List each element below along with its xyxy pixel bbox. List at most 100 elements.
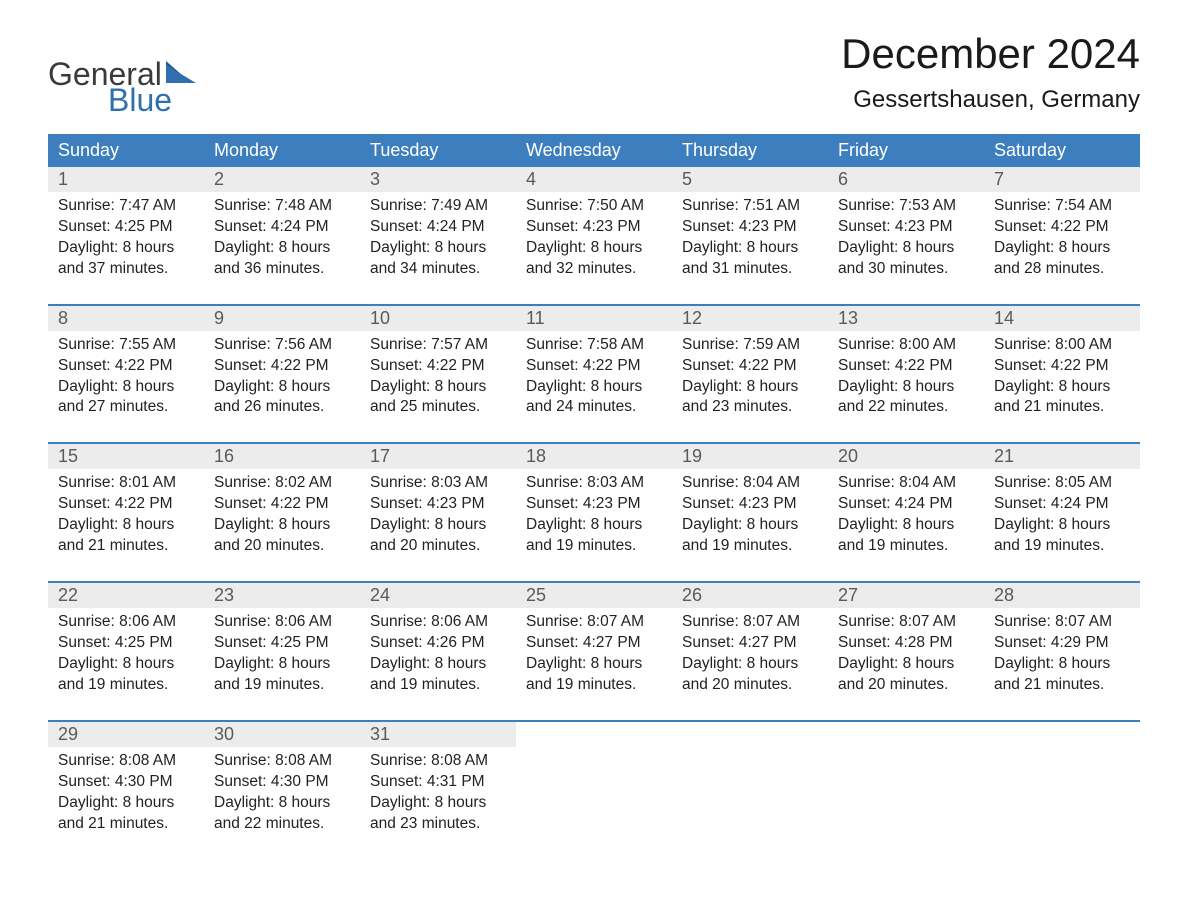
- day-number-cell: 31: [360, 722, 516, 747]
- day-content-cell: Sunrise: 7:51 AMSunset: 4:23 PMDaylight:…: [672, 192, 828, 286]
- sunset-line: Sunset: 4:27 PM: [682, 633, 818, 654]
- daylight-line1: Daylight: 8 hours: [994, 238, 1130, 259]
- daylight-line2: and 26 minutes.: [214, 397, 350, 418]
- day-content-row: Sunrise: 7:47 AMSunset: 4:25 PM Daylight:…: [48, 192, 1140, 286]
- day-content-cell: Sunrise: 8:04 AMSunset: 4:24 PMDaylight:…: [828, 469, 984, 563]
- daylight-line1: Daylight: 8 hours: [682, 377, 818, 398]
- daylight-line1: Daylight: 8 hours: [526, 654, 662, 675]
- day-number-cell: 21: [984, 444, 1140, 469]
- sunset-line: Sunset: 4:25 PM: [58, 217, 194, 238]
- daylight-line2: and 20 minutes.: [838, 675, 974, 696]
- daylight-line2: and 32 minutes.: [526, 259, 662, 280]
- daylight-line2: and 22 minutes.: [214, 814, 350, 835]
- daylight-line1: Daylight: 8 hours: [838, 377, 974, 398]
- daylight-line1: Daylight: 8 hours: [214, 238, 350, 259]
- sunset-line: Sunset: 4:25 PM: [214, 633, 350, 654]
- day-number-cell: 3: [360, 167, 516, 192]
- day-number-cell: 11: [516, 306, 672, 331]
- daylight-line2: and 21 minutes.: [58, 536, 194, 557]
- sunset-line: Sunset: 4:22 PM: [214, 494, 350, 515]
- day-content-cell: Sunrise: 7:48 AMSunset: 4:24 PMDaylight:…: [204, 192, 360, 286]
- day-number-cell: 18: [516, 444, 672, 469]
- sunrise-line: Sunrise: 8:07 AM: [994, 612, 1130, 633]
- daylight-line2: and 37 minutes.: [58, 259, 194, 280]
- day-content-cell: Sunrise: 7:50 AMSunset: 4:23 PMDaylight:…: [516, 192, 672, 286]
- day-content-cell: Sunrise: 7:47 AMSunset: 4:25 PMDaylight:…: [48, 192, 204, 286]
- daylight-line1: Daylight: 8 hours: [526, 515, 662, 536]
- sunset-line: Sunset: 4:22 PM: [994, 356, 1130, 377]
- daylight-line2: and 19 minutes.: [370, 675, 506, 696]
- day-header-cell: Friday: [828, 134, 984, 167]
- sunset-line: Sunset: 4:24 PM: [214, 217, 350, 238]
- logo: General Blue: [48, 58, 196, 116]
- daylight-line2: and 24 minutes.: [526, 397, 662, 418]
- daylight-line1: Daylight: 8 hours: [838, 654, 974, 675]
- daylight-line1: Daylight: 8 hours: [58, 793, 194, 814]
- daylight-line2: and 19 minutes.: [994, 536, 1130, 557]
- sunset-line: Sunset: 4:22 PM: [526, 356, 662, 377]
- sunset-line: Sunset: 4:23 PM: [370, 494, 506, 515]
- daylight-line1: Daylight: 8 hours: [370, 377, 506, 398]
- day-number-cell: [672, 722, 828, 747]
- day-content-cell: Sunrise: 8:08 AMSunset: 4:30 PMDaylight:…: [48, 747, 204, 841]
- day-content-cell: Sunrise: 8:03 AMSunset: 4:23 PMDaylight:…: [360, 469, 516, 563]
- title-block: December 2024 Gessertshausen, Germany: [841, 30, 1140, 114]
- sunrise-line: Sunrise: 8:08 AM: [214, 751, 350, 772]
- day-number-cell: [828, 722, 984, 747]
- daylight-line1: Daylight: 8 hours: [214, 377, 350, 398]
- sunset-line: Sunset: 4:23 PM: [526, 217, 662, 238]
- daylight-line1: Daylight: 8 hours: [370, 238, 506, 259]
- day-number-cell: 30: [204, 722, 360, 747]
- sunset-line: Sunset: 4:24 PM: [994, 494, 1130, 515]
- day-content-cell: Sunrise: 7:54 AMSunset: 4:22 PMDaylight:…: [984, 192, 1140, 286]
- daylight-line2: and 21 minutes.: [994, 397, 1130, 418]
- week-row: 22232425262728Sunrise: 8:06 AMSunset: 4:…: [48, 581, 1140, 702]
- daylight-line1: Daylight: 8 hours: [526, 238, 662, 259]
- day-content-cell: Sunrise: 8:02 AMSunset: 4:22 PMDaylight:…: [204, 469, 360, 563]
- sunrise-line: Sunrise: 7:53 AM: [838, 196, 974, 217]
- day-content-row: Sunrise: 8:06 AMSunset: 4:25 PMDaylight:…: [48, 608, 1140, 702]
- day-number-row: 891011121314: [48, 306, 1140, 331]
- daylight-line1: Daylight: 8 hours: [994, 654, 1130, 675]
- sunrise-line: Sunrise: 8:04 AM: [838, 473, 974, 494]
- sunset-line: Sunset: 4:23 PM: [526, 494, 662, 515]
- week-row: 1234567Sunrise: 7:47 AMSunset: 4:25 PMDa…: [48, 167, 1140, 286]
- day-number-cell: 24: [360, 583, 516, 608]
- day-content-cell: Sunrise: 7:53 AMSunset: 4:23 PMDaylight:…: [828, 192, 984, 286]
- day-number-cell: [516, 722, 672, 747]
- sunrise-line: Sunrise: 7:49 AM: [370, 196, 506, 217]
- day-number-cell: 22: [48, 583, 204, 608]
- logo-text-blue: Blue: [108, 84, 196, 116]
- daylight-line2: and 21 minutes.: [994, 675, 1130, 696]
- sunset-line: Sunset: 4:22 PM: [214, 356, 350, 377]
- day-content-cell: Sunrise: 8:06 AMSunset: 4:25 PMDaylight:…: [204, 608, 360, 702]
- daylight-line2: and 25 minutes.: [370, 397, 506, 418]
- daylight-line2: and 22 minutes.: [838, 397, 974, 418]
- day-content-cell: Sunrise: 8:03 AMSunset: 4:23 PMDaylight:…: [516, 469, 672, 563]
- sunrise-line: Sunrise: 7:47 AM: [58, 196, 194, 217]
- sunset-line: Sunset: 4:22 PM: [682, 356, 818, 377]
- daylight-line2: and 28 minutes.: [994, 259, 1130, 280]
- sunrise-line: Sunrise: 8:07 AM: [526, 612, 662, 633]
- sunrise-line: Sunrise: 8:06 AM: [214, 612, 350, 633]
- sunset-line: Sunset: 4:26 PM: [370, 633, 506, 654]
- sunset-line: Sunset: 4:23 PM: [838, 217, 974, 238]
- day-header-row: SundayMondayTuesdayWednesdayThursdayFrid…: [48, 134, 1140, 167]
- day-content-cell: Sunrise: 8:07 AMSunset: 4:29 PMDaylight:…: [984, 608, 1140, 702]
- daylight-line1: Daylight: 8 hours: [682, 654, 818, 675]
- daylight-line2: and 19 minutes.: [58, 675, 194, 696]
- day-content-cell: Sunrise: 8:07 AMSunset: 4:27 PMDaylight:…: [672, 608, 828, 702]
- sunrise-line: Sunrise: 8:02 AM: [214, 473, 350, 494]
- day-content-cell: [516, 747, 672, 841]
- daylight-line2: and 19 minutes.: [526, 675, 662, 696]
- daylight-line1: Daylight: 8 hours: [682, 515, 818, 536]
- sunrise-line: Sunrise: 7:48 AM: [214, 196, 350, 217]
- day-header-cell: Sunday: [48, 134, 204, 167]
- day-content-cell: Sunrise: 8:08 AMSunset: 4:30 PMDaylight:…: [204, 747, 360, 841]
- daylight-line1: Daylight: 8 hours: [994, 515, 1130, 536]
- day-content-cell: Sunrise: 8:04 AMSunset: 4:23 PMDaylight:…: [672, 469, 828, 563]
- week-row: 15161718192021Sunrise: 8:01 AMSunset: 4:…: [48, 442, 1140, 563]
- sunrise-line: Sunrise: 8:06 AM: [58, 612, 194, 633]
- daylight-line2: and 34 minutes.: [370, 259, 506, 280]
- sunrise-line: Sunrise: 8:06 AM: [370, 612, 506, 633]
